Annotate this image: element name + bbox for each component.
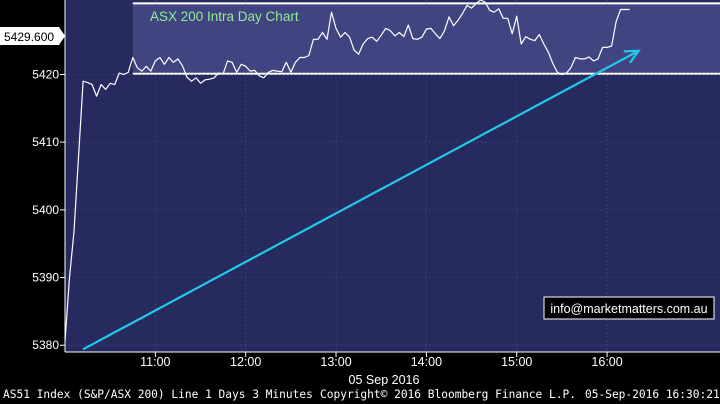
trend-arrow-head — [623, 49, 641, 64]
x-tick-label: 16:00 — [591, 355, 622, 369]
chart-svg: 5380 5390 5400 5410 5420 11:00 12:00 13:00 14:00… — [0, 0, 720, 387]
x-tick-label: 15:00 — [501, 355, 532, 369]
y-tick-label: 5400 — [32, 203, 59, 217]
watermark-box: info@marketmatters.com.au — [543, 296, 715, 320]
y-tick-label: 5380 — [32, 338, 59, 352]
footer-bar: AS51 Index (S&P/ASX 200) Line 1 Days 3 M… — [0, 386, 720, 404]
chart-title: ASX 200 Intra Day Chart — [150, 9, 299, 24]
footer-ticker-info: AS51 Index (S&P/ASX 200) Line 1 Days 3 M… — [3, 388, 313, 401]
date-label: 05 Sep 2016 — [349, 373, 420, 386]
footer-copyright: Copyright© 2016 Bloomberg Finance L.P. — [320, 388, 576, 401]
footer-timestamp: 05-Sep-2016 16:30:21 — [585, 388, 720, 401]
watermark-text: info@marketmatters.com.au — [550, 302, 707, 316]
x-tick-label: 13:00 — [320, 355, 351, 369]
trend-arrow-line — [82, 49, 640, 351]
x-tick-label: 11:00 — [140, 355, 170, 369]
y-tick-label: 5390 — [32, 271, 59, 285]
last-price-tag: 5429.600 — [0, 27, 65, 45]
last-price-label: 5429.600 — [4, 30, 54, 44]
x-tick-label: 12:00 — [230, 355, 261, 369]
y-tick-label: 5410 — [32, 135, 59, 149]
price-line — [64, 0, 630, 342]
x-tick-label: 14:00 — [411, 355, 442, 369]
y-tick-label: 5420 — [32, 67, 59, 81]
